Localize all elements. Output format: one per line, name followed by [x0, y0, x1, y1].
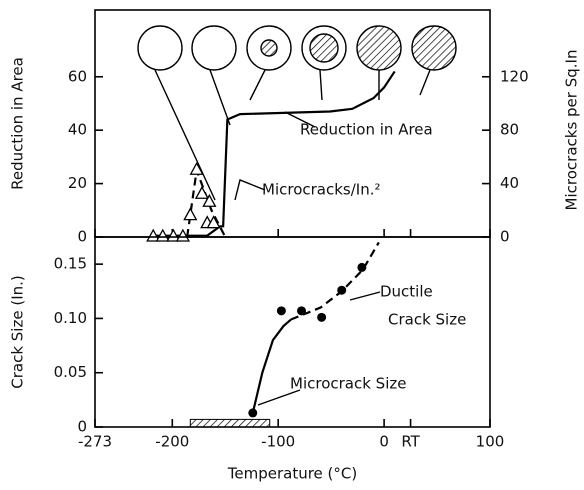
- y-tick-label: 0.05: [54, 363, 87, 381]
- triangle-marker: [175, 228, 190, 242]
- y-axis-label: Reduction in Area: [9, 57, 27, 190]
- x-tick-label: RT: [401, 433, 420, 451]
- annotation: Reduction in Area: [300, 121, 433, 139]
- annotation: Microcrack Size: [290, 375, 406, 393]
- series-line: [150, 70, 396, 237]
- x-tick-label: -200: [155, 433, 189, 451]
- annotation: Microcracks/In.²: [262, 181, 381, 199]
- y2-tick-label: 0: [500, 228, 510, 246]
- y2-tick-label: 80: [500, 121, 519, 139]
- triangle-marker: [189, 161, 204, 175]
- hatch-band: [189, 418, 271, 428]
- y-tick-label: 0: [77, 228, 87, 246]
- annotation: Ductile: [380, 283, 433, 301]
- x-tick-label: 100: [476, 433, 505, 451]
- series-line: [186, 169, 227, 238]
- triangle-marker: [166, 228, 181, 242]
- y-tick-label: 20: [68, 174, 87, 192]
- y2-axis-label: Microcracks per Sq.In: [563, 50, 581, 211]
- y2-tick-label: 40: [500, 174, 519, 192]
- y-axis-label: Crack Size (In.): [9, 275, 27, 389]
- dot-marker: [357, 262, 367, 272]
- x-tick-label: 0: [379, 433, 389, 451]
- x-tick-label: -273: [78, 433, 112, 451]
- dot-marker: [317, 312, 327, 322]
- triangle-marker: [202, 193, 217, 207]
- series-line: [251, 318, 292, 414]
- triangle-marker: [155, 228, 170, 242]
- dot-marker: [297, 306, 307, 316]
- x-axis-label: Temperature (°C): [227, 465, 357, 483]
- icons: [137, 25, 457, 406]
- dot-marker: [337, 285, 347, 295]
- dot-marker: [248, 408, 258, 418]
- y-tick-label: 0: [77, 418, 87, 436]
- y-tick-label: 60: [68, 67, 87, 85]
- y-tick-label: 0.10: [54, 309, 87, 327]
- y-tick-label: 40: [68, 121, 87, 139]
- annotation: Crack Size: [388, 311, 466, 329]
- plot-frame: [94, 236, 491, 428]
- y2-tick-label: 120: [500, 67, 529, 85]
- triangle-marker: [183, 207, 198, 221]
- dot-marker: [276, 306, 286, 316]
- y-tick-label: 0.15: [54, 255, 87, 273]
- triangle-marker: [146, 228, 161, 242]
- x-tick-label: -100: [261, 433, 295, 451]
- triangle-marker: [194, 185, 210, 199]
- triangle-marker: [206, 215, 221, 229]
